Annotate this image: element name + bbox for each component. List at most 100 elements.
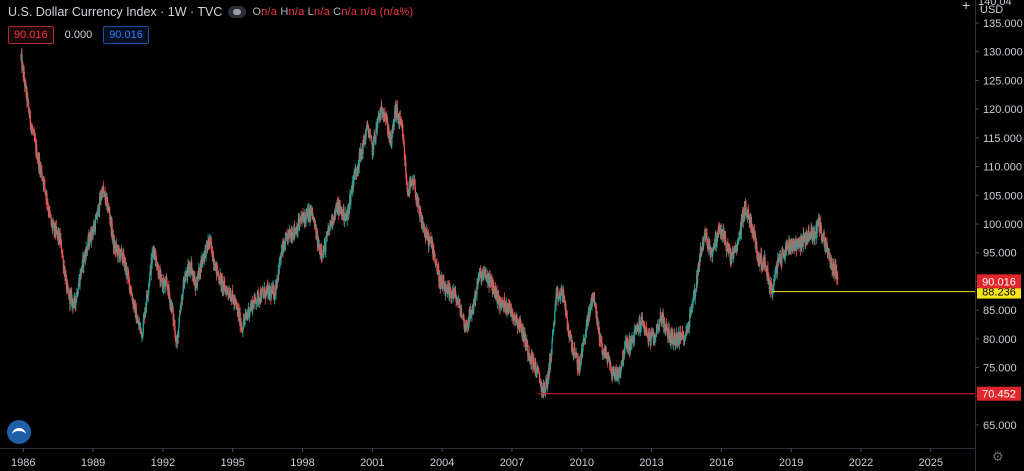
candle-body bbox=[682, 333, 684, 336]
candle-body bbox=[466, 325, 468, 327]
candle-body bbox=[62, 255, 64, 257]
candle-body bbox=[557, 297, 560, 302]
candle-body bbox=[406, 182, 408, 192]
candle-body bbox=[703, 241, 705, 247]
candle-body bbox=[485, 276, 487, 280]
candle-body bbox=[823, 233, 825, 246]
candle-body bbox=[434, 252, 436, 259]
candle-body bbox=[620, 361, 622, 370]
candle-body bbox=[381, 108, 383, 115]
candle-body bbox=[437, 266, 440, 272]
candle-body bbox=[718, 227, 721, 230]
candle-body bbox=[576, 357, 578, 365]
candle-body bbox=[462, 315, 465, 318]
candle-body bbox=[49, 212, 51, 217]
candle-body bbox=[650, 337, 652, 346]
candle-body bbox=[641, 315, 643, 323]
candle-body bbox=[145, 308, 147, 313]
candle-body bbox=[787, 246, 789, 248]
candle-body bbox=[104, 193, 106, 200]
candle-body bbox=[347, 209, 349, 215]
candle-body bbox=[51, 225, 54, 228]
candle-body bbox=[772, 284, 774, 292]
candle-body bbox=[257, 292, 259, 302]
candle-body bbox=[601, 343, 603, 355]
candle-body bbox=[219, 274, 222, 276]
candle-body bbox=[63, 265, 65, 275]
candle-body bbox=[514, 318, 516, 320]
candle-body bbox=[440, 281, 442, 283]
candle-body bbox=[636, 326, 638, 329]
candle-body bbox=[633, 330, 635, 342]
candle-body bbox=[521, 333, 523, 336]
candle-body bbox=[182, 291, 184, 300]
candle-body bbox=[343, 207, 345, 222]
candle-body bbox=[159, 274, 162, 283]
candle-body bbox=[321, 256, 324, 257]
candle-body bbox=[593, 292, 595, 305]
candle-body bbox=[742, 208, 744, 223]
candle-body bbox=[22, 62, 24, 67]
candle-body bbox=[504, 302, 506, 308]
candle-body bbox=[553, 321, 555, 331]
candle-body bbox=[674, 333, 676, 337]
candle-body bbox=[827, 250, 829, 254]
candle-body bbox=[80, 268, 82, 279]
candle-body bbox=[168, 285, 170, 294]
candle-body bbox=[407, 190, 409, 195]
candle-body bbox=[589, 309, 591, 316]
candle-body bbox=[833, 261, 835, 272]
candle-body bbox=[412, 181, 414, 185]
candle-body bbox=[626, 337, 628, 341]
candle-body bbox=[435, 262, 437, 264]
candle-body bbox=[754, 233, 756, 249]
ohlc-low-value: n/a bbox=[314, 6, 330, 18]
candle-body bbox=[291, 238, 293, 240]
candle-body bbox=[115, 247, 117, 251]
candle-body bbox=[273, 296, 276, 299]
candle-body bbox=[166, 279, 168, 283]
candle-body bbox=[185, 276, 187, 281]
price-axis[interactable]: 135.000 130.000 125.000 120.000 115.000 110.0… bbox=[975, 18, 1023, 432]
candle-body bbox=[673, 333, 675, 346]
candle-body bbox=[27, 100, 29, 107]
symbol-title[interactable]: U.S. Dollar Currency Index · 1W · TVC bbox=[8, 5, 223, 19]
candle-body bbox=[117, 246, 119, 257]
candle-body bbox=[684, 337, 686, 339]
candle-body bbox=[783, 250, 785, 258]
candle-body bbox=[721, 231, 723, 240]
candle-body bbox=[569, 331, 572, 336]
candle-body bbox=[148, 282, 150, 289]
candle-body bbox=[283, 241, 285, 248]
candle-body bbox=[778, 255, 780, 264]
candle-body bbox=[776, 268, 778, 273]
candle-body bbox=[281, 249, 283, 251]
candle-body bbox=[585, 322, 587, 334]
candle-body bbox=[343, 219, 345, 222]
tradingview-logo-icon[interactable] bbox=[7, 420, 31, 444]
add-icon[interactable]: + bbox=[962, 0, 971, 13]
candle-body bbox=[153, 248, 156, 255]
candle-body bbox=[107, 209, 109, 211]
time-axis[interactable]: 1986 1989 1992 1995 1998 2001 2004 2007 2010 2013… bbox=[11, 448, 943, 469]
candle-body bbox=[166, 282, 168, 287]
candle-body bbox=[473, 303, 475, 310]
time-tick-label: 2019 bbox=[779, 457, 803, 469]
candle-body bbox=[515, 317, 518, 320]
candle-body bbox=[461, 316, 463, 317]
eye-toggle-icon[interactable] bbox=[228, 6, 247, 18]
candle-body bbox=[635, 328, 637, 331]
candle-body bbox=[52, 221, 54, 226]
time-tick-label: 2016 bbox=[709, 457, 733, 469]
price-badges: 90.016 0.000 90.016 bbox=[8, 26, 149, 44]
candle-body bbox=[566, 317, 568, 330]
candle-body bbox=[695, 290, 697, 292]
candle-body bbox=[573, 350, 575, 355]
candle-body bbox=[180, 297, 183, 304]
candle-body bbox=[644, 328, 646, 332]
candle-body bbox=[241, 327, 243, 331]
candle-body bbox=[688, 326, 690, 329]
settings-gear-icon[interactable]: ⚙ bbox=[992, 449, 1004, 464]
candle-body bbox=[587, 320, 589, 322]
